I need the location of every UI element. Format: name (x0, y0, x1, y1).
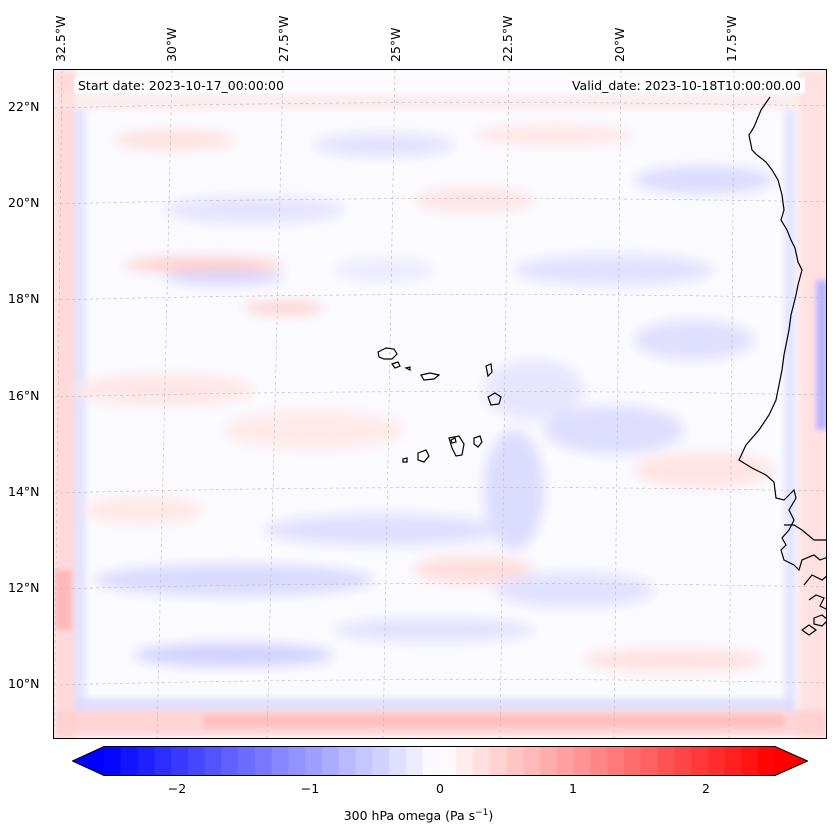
colorbar-segment (707, 746, 726, 776)
colorbar-tick: −2 (167, 781, 187, 796)
colorbar-label: 300 hPa omega (Pa s−1) (343, 808, 494, 824)
colorbar-segment (271, 746, 290, 776)
lon-label: 25°W (388, 27, 403, 62)
colorbar-segment (104, 746, 122, 776)
colorbar-segment (657, 746, 675, 776)
colorbar-min-extend (72, 746, 104, 776)
colorbar-segment (120, 746, 139, 776)
graticule (54, 70, 826, 738)
lat-label: 16°N (8, 388, 40, 403)
colorbar-segment (724, 746, 742, 776)
colorbar-segment (288, 746, 306, 776)
lat-label: 10°N (8, 676, 40, 691)
colorbar-segment (674, 746, 692, 776)
colorbar-segment (758, 746, 776, 776)
lon-label: 27.5°W (276, 15, 291, 62)
colorbar-segment (506, 746, 524, 776)
colorbar-segment (405, 746, 424, 776)
colorbar-segment (154, 746, 172, 776)
lat-label: 18°N (8, 291, 40, 306)
map-panel (53, 69, 827, 739)
colorbar-max-extend (775, 746, 808, 776)
colorbar-segment (439, 746, 457, 776)
omega-field (54, 70, 826, 738)
colorbar-segment (624, 746, 642, 776)
lat-label: 12°N (8, 580, 40, 595)
colorbar-tick: 0 (436, 781, 444, 796)
colorbar-segment (473, 746, 491, 776)
colorbar-tick: −1 (300, 781, 320, 796)
colorbar-segment (238, 746, 256, 776)
lon-label: 20°W (612, 27, 627, 62)
lon-label: 30°W (164, 27, 179, 62)
colorbar-segment (523, 746, 541, 776)
lon-label: 32.5°W (53, 15, 68, 62)
colorbar-segment (355, 746, 373, 776)
colorbar-segment (556, 746, 575, 776)
colorbar-segment (489, 746, 508, 776)
colorbar-segment (204, 746, 222, 776)
colorbar-segment (338, 746, 357, 776)
colorbar-segment (422, 746, 440, 776)
lon-label: 17.5°W (724, 15, 739, 62)
colorbar-segment (741, 746, 759, 776)
colorbar-segment (590, 746, 608, 776)
colorbar-segment (221, 746, 239, 776)
colorbar-segment (456, 746, 474, 776)
valid-date-label: Valid_date: 2023-10-18T10:00:00.00 (567, 78, 805, 93)
omega-blobs (74, 125, 774, 672)
colorbar-segment (540, 746, 558, 776)
colorbar-tick: 2 (702, 781, 710, 796)
colorbar-segment (254, 746, 273, 776)
colorbar (72, 746, 808, 776)
colorbar-segment (607, 746, 625, 776)
colorbar-segment (305, 746, 323, 776)
lat-label: 14°N (8, 484, 40, 499)
colorbar-segment (171, 746, 189, 776)
colorbar-segment (389, 746, 407, 776)
lat-label: 22°N (8, 99, 40, 114)
colorbar-tick: 1 (569, 781, 577, 796)
cape-verde-islands (377, 347, 502, 463)
colorbar-segment (322, 746, 340, 776)
start-date-label: Start date: 2023-10-17_00:00:00 (74, 78, 288, 93)
colorbar-segment (372, 746, 390, 776)
colorbar-segment (187, 746, 206, 776)
colorbar-segment (640, 746, 659, 776)
colorbar-outline (72, 746, 808, 776)
lat-label: 20°N (8, 195, 40, 210)
lon-label: 22.5°W (500, 15, 515, 62)
colorbar-segment (137, 746, 155, 776)
africa-coastline (738, 96, 826, 636)
boundary-bands (54, 70, 826, 738)
colorbar-segment (691, 746, 709, 776)
colorbar-segment (573, 746, 591, 776)
